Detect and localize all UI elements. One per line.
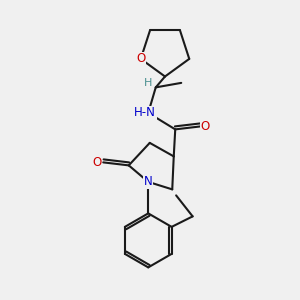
- Text: H-N: H-N: [134, 106, 156, 119]
- Text: O: O: [201, 120, 210, 133]
- Text: N: N: [144, 176, 153, 188]
- Text: O: O: [92, 156, 101, 169]
- Text: O: O: [136, 52, 146, 65]
- Text: H: H: [144, 78, 152, 88]
